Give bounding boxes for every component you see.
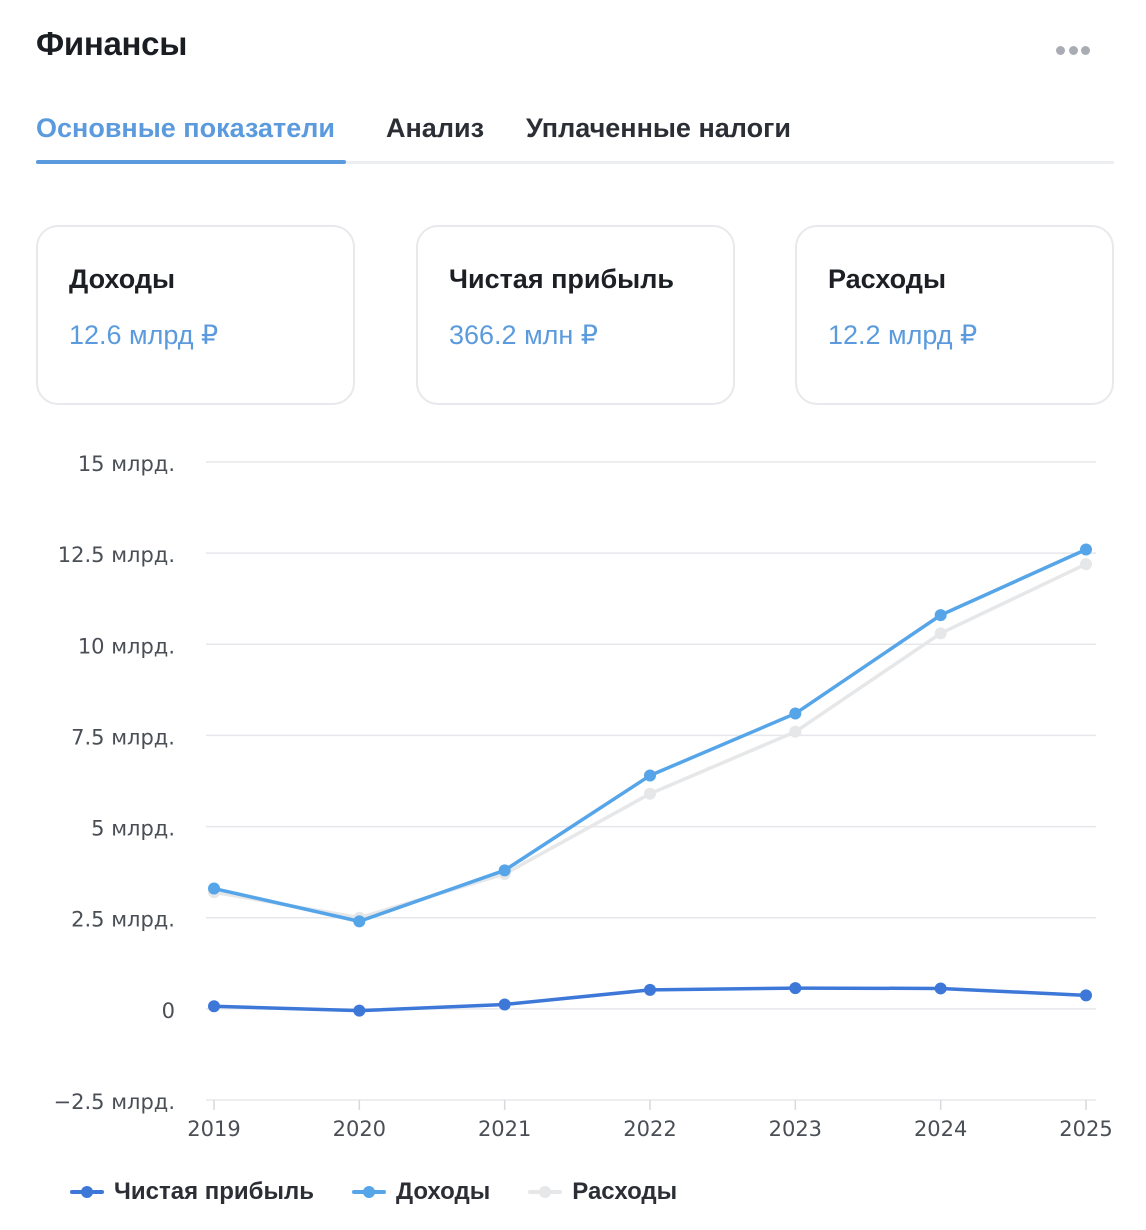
legend-item-expenses[interactable]: Расходы <box>528 1178 677 1206</box>
data-point-net-profit <box>934 982 947 995</box>
y-tick-label: 10 млрд. <box>78 634 175 658</box>
more-dot <box>1081 45 1090 55</box>
legend-marker <box>351 1182 386 1202</box>
data-point-net-profit <box>1080 989 1092 1002</box>
x-tick-label: 2025 <box>1059 1117 1112 1141</box>
tab-paid-taxes[interactable]: Уплаченные налоги <box>526 108 791 148</box>
card-label: Чистая прибыль <box>449 264 674 294</box>
card-value: 12.6 млрд ₽ <box>69 320 219 350</box>
chart-svg: 15 млрд. 12.5 млрд. 10 млрд. 7.5 млрд. 5 млр… <box>54 452 1113 1141</box>
legend-marker <box>70 1182 104 1202</box>
more-dot <box>1056 45 1065 55</box>
tab-label: Уплаченные налоги <box>526 113 791 143</box>
y-tick-label: −2.5 млрд. <box>54 1090 175 1114</box>
data-point-net-profit <box>498 998 511 1011</box>
income-card[interactable]: Доходы 12.6 млрд ₽ <box>36 225 355 405</box>
legend-label: Чистая прибыль <box>114 1178 314 1205</box>
x-tick-label: 2019 <box>187 1117 240 1141</box>
data-point-expenses <box>789 725 802 738</box>
legend-marker <box>528 1182 563 1202</box>
summary-cards: Доходы 12.6 млрд ₽ Чистая прибыль 366.2 … <box>36 225 1115 405</box>
card-value: 366.2 млн ₽ <box>449 320 598 350</box>
x-tick-label: 2020 <box>333 1117 386 1141</box>
data-point-expenses <box>934 627 947 640</box>
legend-item-income[interactable]: Доходы <box>351 1178 491 1206</box>
data-point-income <box>644 769 656 782</box>
chart-legend: Чистая прибыль Доходы Расходы <box>70 1172 715 1212</box>
tab-bar: Основные показатели Анализ Уплаченные на… <box>36 100 1114 164</box>
more-dot <box>1068 45 1078 55</box>
legend-item-net-profit[interactable]: Чистая прибыль <box>70 1178 314 1206</box>
x-tick-label: 2023 <box>769 1117 822 1141</box>
data-point-expenses <box>644 787 656 800</box>
data-point-expenses <box>1080 558 1092 571</box>
data-point-net-profit <box>208 1000 220 1013</box>
data-point-income <box>208 882 220 895</box>
series-line-expenses <box>212 562 1088 920</box>
x-tick-label: 2024 <box>914 1117 967 1141</box>
y-tick-label: 0 <box>162 999 175 1023</box>
data-point-net-profit <box>353 1004 366 1017</box>
tab-main-indicators[interactable]: Основные показатели <box>36 108 335 148</box>
active-tab-indicator <box>36 160 346 164</box>
x-tick-label: 2022 <box>623 1117 676 1141</box>
page-title: Финансы <box>36 25 188 62</box>
card-label: Расходы <box>828 264 947 294</box>
tab-analysis[interactable]: Анализ <box>386 108 484 148</box>
y-tick-label: 15 млрд. <box>78 452 175 476</box>
card-label: Доходы <box>69 264 176 294</box>
legend-label: Расходы <box>572 1178 678 1205</box>
net-profit-card[interactable]: Чистая прибыль 366.2 млн ₽ <box>416 225 735 405</box>
finance-line-chart: 15 млрд. 12.5 млрд. 10 млрд. 7.5 млрд. 5 млр… <box>0 440 1146 1160</box>
y-tick-label: 7.5 млрд. <box>71 725 175 749</box>
data-point-income <box>934 609 947 622</box>
data-point-net-profit <box>644 983 656 996</box>
tab-label: Основные показатели <box>36 113 336 143</box>
legend-label: Доходы <box>395 1178 491 1205</box>
tab-label: Анализ <box>386 113 484 143</box>
data-point-income <box>353 915 366 928</box>
data-point-income <box>1080 543 1092 556</box>
y-tick-label: 2.5 млрд. <box>71 908 175 932</box>
page-header: Финансы <box>36 22 1114 66</box>
x-tick-label: 2021 <box>478 1117 531 1141</box>
data-point-income <box>789 707 802 720</box>
data-point-net-profit <box>789 982 802 995</box>
card-value: 12.2 млрд ₽ <box>828 320 978 350</box>
expenses-card[interactable]: Расходы 12.2 млрд ₽ <box>795 225 1114 405</box>
more-horizontal-icon[interactable] <box>1056 44 1090 56</box>
y-tick-label: 5 млрд. <box>91 817 175 841</box>
y-tick-label: 12.5 млрд. <box>58 543 175 567</box>
data-point-income <box>498 864 511 877</box>
